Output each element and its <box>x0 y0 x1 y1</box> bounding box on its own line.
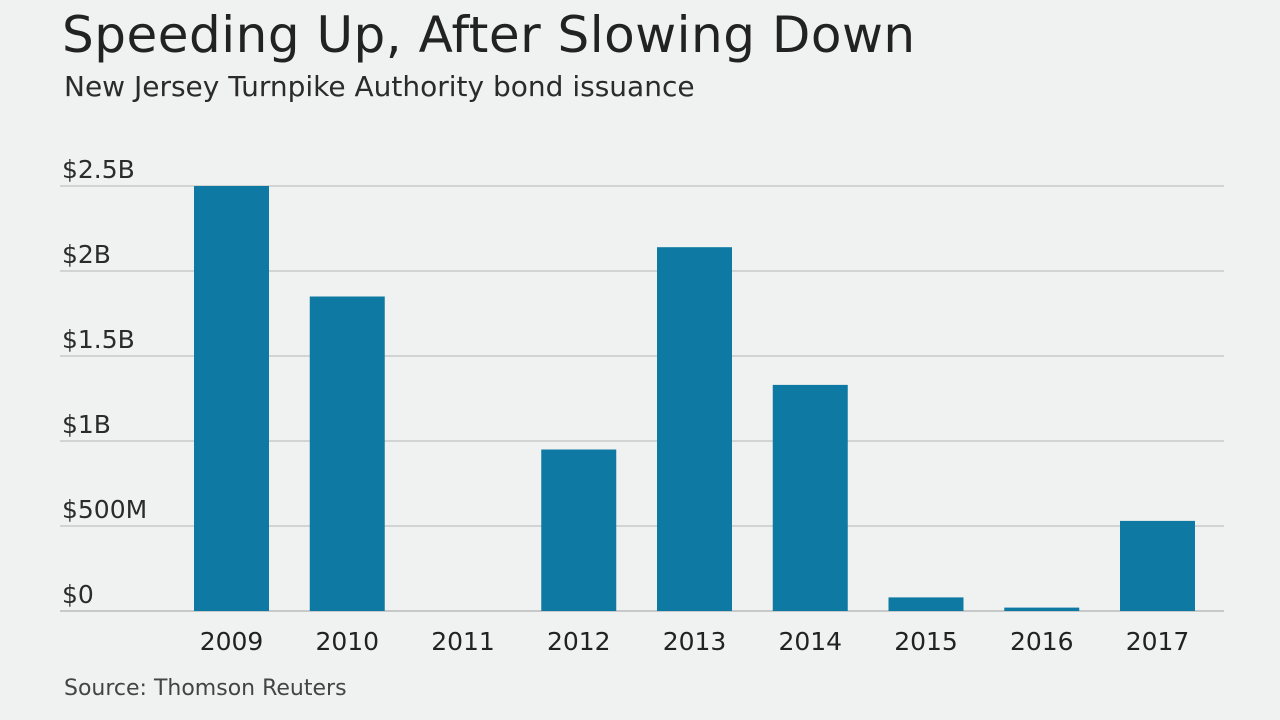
y-tick-label: $1.5B <box>62 325 135 354</box>
bar-2017 <box>1120 520 1195 611</box>
y-axis-ticks: $0 $500M $1B $1.5B $2B $2.5B <box>62 155 147 609</box>
x-tick-label: 2013 <box>663 627 727 656</box>
bars <box>194 186 1195 611</box>
bar-2016 <box>1004 607 1080 611</box>
x-tick-label: 2016 <box>1010 627 1074 656</box>
bar-2009 <box>194 186 269 611</box>
x-tick-label: 2017 <box>1126 627 1190 656</box>
x-tick-label: 2011 <box>431 627 495 656</box>
y-tick-label: $2.5B <box>62 155 135 184</box>
x-tick-label: 2015 <box>894 627 958 656</box>
x-axis-ticks: 2009 2010 2011 2012 2013 2014 2015 2016 2017 <box>200 627 1190 656</box>
x-tick-label: 2014 <box>778 627 842 656</box>
x-tick-label: 2010 <box>315 627 379 656</box>
y-tick-label: $0 <box>62 580 94 609</box>
bar-2015 <box>888 597 964 611</box>
bar-2014 <box>772 384 848 611</box>
x-tick-label: 2009 <box>200 627 264 656</box>
source-note: Source: Thomson Reuters <box>64 676 347 701</box>
bar-2012 <box>541 449 617 611</box>
x-tick-label: 2012 <box>547 627 611 656</box>
y-tick-label: $1B <box>62 410 111 439</box>
y-tick-label: $500M <box>62 495 147 524</box>
y-tick-label: $2B <box>62 240 111 269</box>
bar-2010 <box>309 296 385 611</box>
bar-2013 <box>657 247 732 611</box>
chart-title: Speeding Up, After Slowing Down <box>62 6 916 64</box>
chart-subtitle: New Jersey Turnpike Authority bond issua… <box>64 70 695 103</box>
